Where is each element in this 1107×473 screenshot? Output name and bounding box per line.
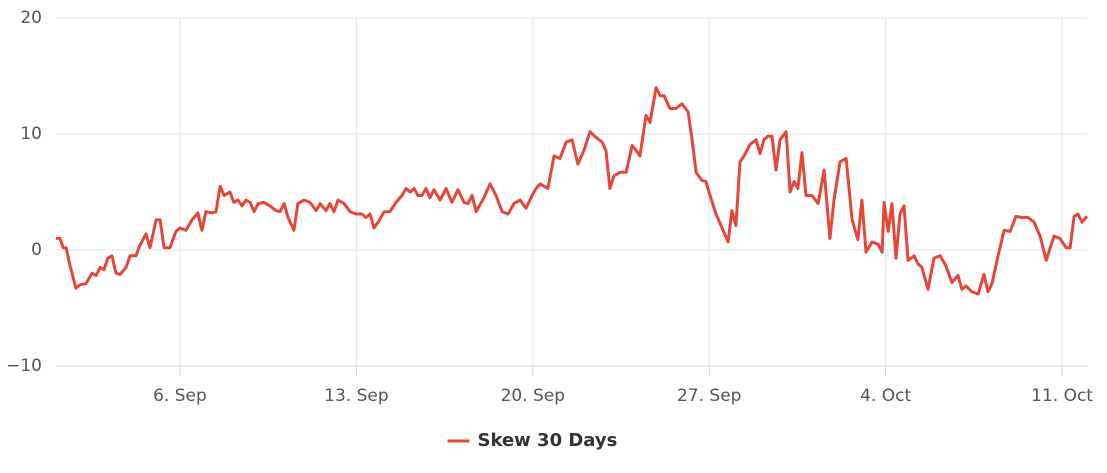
legend-label[interactable]: Skew 30 Days [478,430,618,451]
x-tick-label: 13. Sep [324,386,388,406]
x-tick-label: 27. Sep [677,386,741,406]
y-tick-label: −10 [6,356,42,376]
y-tick-label: 10 [20,124,42,144]
x-tick-label: 4. Oct [860,386,911,406]
x-tick-label: 20. Sep [501,386,565,406]
x-tick-label: 11. Oct [1031,386,1093,406]
x-tick-label: 6. Sep [153,386,207,406]
data-line [56,86,1089,296]
y-tick-label: 20 [20,8,42,28]
y-tick-label: 0 [31,240,42,260]
